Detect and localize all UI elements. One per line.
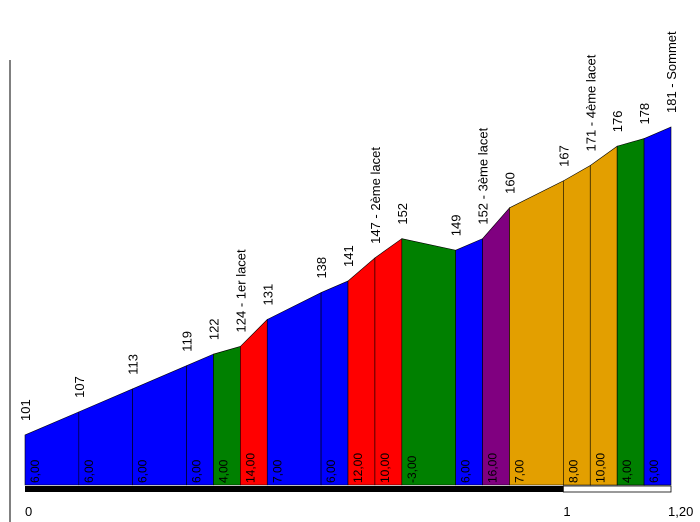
elevation-label: 101 [18, 399, 33, 421]
profile-segment [482, 207, 510, 486]
gradient-label: 8,00 [566, 459, 580, 483]
profile-segment [347, 257, 376, 486]
profile-segment [563, 164, 591, 486]
profile-segment [509, 180, 564, 486]
gradient-label: 6,00 [459, 459, 473, 483]
gradient-label: 7,00 [513, 459, 527, 483]
gradient-label: -3,00 [405, 455, 419, 483]
elevation-label: 138 [314, 257, 329, 279]
gradient-label: 7,00 [270, 459, 284, 483]
elevation-label: 152 [395, 203, 410, 225]
elevation-label: 131 [260, 284, 275, 306]
distance-bar-empty [562, 485, 672, 493]
profile-segment [589, 145, 618, 486]
gradient-label: 4,00 [216, 459, 230, 483]
gradient-label: 12,00 [351, 453, 365, 483]
profile-segments [24, 126, 672, 486]
gradient-label: 10,00 [593, 453, 607, 483]
elevation-label: 122 [206, 318, 221, 340]
gradient-label: 6,00 [190, 459, 204, 483]
gradient-label: 16,00 [486, 453, 500, 483]
distance-bar-filled [25, 486, 564, 492]
gradient-label: 6,00 [28, 459, 42, 483]
gradient-label: 4,00 [620, 459, 634, 483]
profile-segment [455, 238, 483, 486]
profile-segment [616, 138, 645, 486]
elevation-label: 124 - 1er lacet [233, 249, 248, 332]
elevation-label: 167 [556, 145, 571, 167]
elevation-label: 119 [180, 331, 195, 352]
elevation-label: 176 [610, 111, 625, 133]
elevation-label: 149 [449, 214, 464, 236]
profile-segment [320, 280, 349, 486]
elevation-label: 141 [341, 245, 356, 267]
gradient-label: 6,00 [82, 459, 96, 483]
profile-segment [374, 238, 403, 486]
elevation-label: 171 - 4ème lacet [583, 54, 598, 151]
gradient-label: 14,00 [243, 453, 257, 483]
elevation-label: 147 - 2ème lacet [368, 147, 383, 244]
distance-axis: 0 1 1,20 [25, 485, 693, 519]
gradient-label: 6,00 [324, 459, 338, 483]
elevation-label: 152 - 3ème lacet [476, 127, 491, 224]
elevation-label: 178 [637, 103, 652, 125]
gradient-label: 6,00 [647, 459, 661, 483]
elevation-labels: 101 107 113 119 122 124 - 1er lacet 131 138 141 1… [18, 31, 679, 421]
profile-segment [643, 126, 672, 486]
elevation-label: 113 [126, 354, 141, 375]
elevation-label: 107 [72, 376, 87, 398]
x-tick-label: 0 [25, 504, 32, 519]
x-tick-label: 1 [563, 504, 570, 519]
gradient-label: 10,00 [378, 453, 392, 483]
elevation-label: 181 - Sommet [664, 31, 679, 113]
x-tick-label: 1,20 [668, 504, 693, 519]
elevation-label: 160 [503, 172, 518, 194]
profile-segment [266, 292, 322, 486]
gradient-label: 6,00 [136, 459, 150, 483]
gradient-labels: 6,00 6,00 6,00 6,00 4,00 14,00 7,00 6,00 12,00 10… [28, 453, 661, 483]
profile-segment [401, 238, 456, 486]
